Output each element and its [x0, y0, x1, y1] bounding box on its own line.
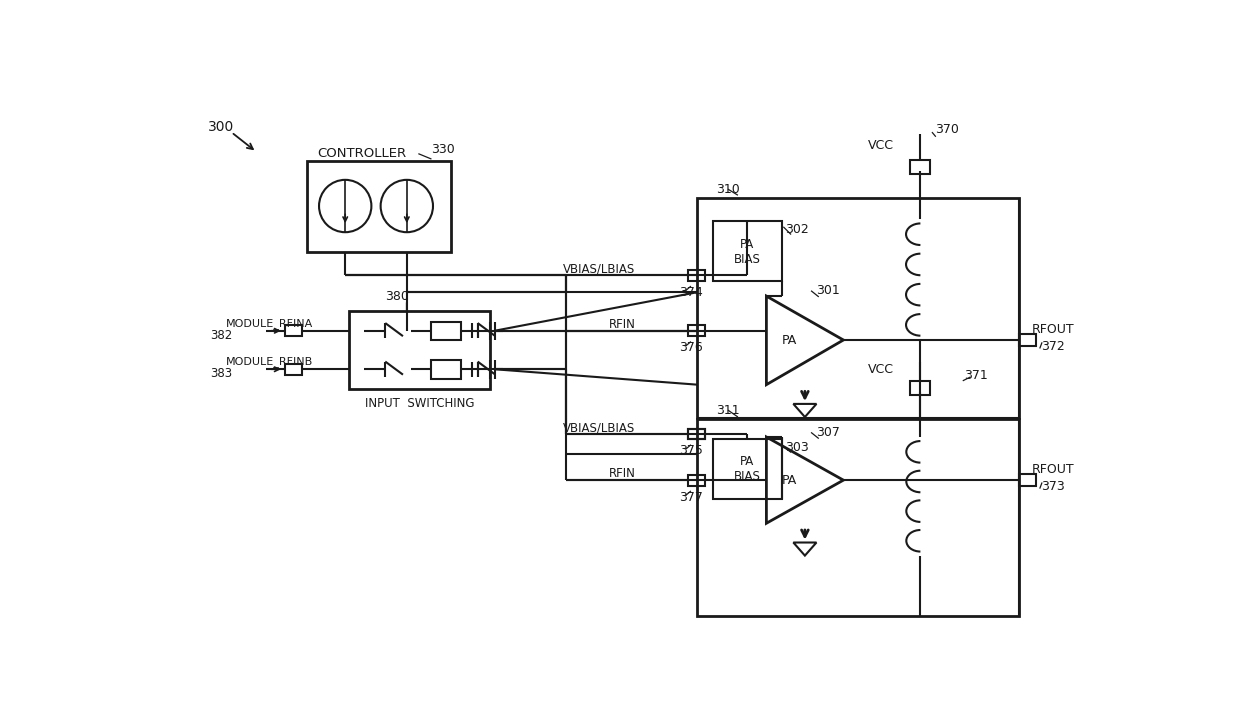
Bar	[350, 311, 490, 389]
Text: RFOUT: RFOUT	[1032, 463, 1075, 476]
Text: PA: PA	[782, 333, 797, 347]
Text: VCC: VCC	[868, 363, 894, 376]
Bar	[910, 160, 930, 174]
Text: VBIAS/LBIAS: VBIAS/LBIAS	[563, 421, 635, 434]
Text: 374: 374	[680, 285, 703, 299]
Text: 311: 311	[715, 404, 740, 418]
Bar	[1019, 334, 1035, 346]
Bar	[306, 162, 451, 252]
Bar	[713, 221, 781, 281]
Bar	[697, 198, 1019, 418]
Text: 383: 383	[211, 368, 233, 380]
Text: RFIN: RFIN	[609, 467, 635, 480]
Text: 373: 373	[1040, 480, 1065, 493]
Text: 300: 300	[208, 120, 234, 134]
Text: RFOUT: RFOUT	[1032, 323, 1075, 336]
Text: PA: PA	[782, 474, 797, 486]
Text: 303: 303	[785, 441, 808, 454]
Bar	[688, 429, 704, 439]
Text: INPUT  SWITCHING: INPUT SWITCHING	[365, 397, 475, 411]
Bar	[688, 325, 704, 336]
Text: 377: 377	[680, 491, 703, 503]
Text: VBIAS/LBIAS: VBIAS/LBIAS	[563, 263, 635, 276]
Text: 372: 372	[1040, 340, 1065, 353]
Bar	[697, 419, 1019, 616]
Text: 302: 302	[785, 223, 808, 236]
Text: 301: 301	[816, 284, 839, 297]
Bar	[285, 325, 303, 336]
Text: VCC: VCC	[868, 139, 894, 153]
Text: MODULE_RFINA: MODULE_RFINA	[226, 318, 314, 328]
Bar	[688, 270, 704, 280]
Bar	[688, 429, 704, 439]
Text: PA
BIAS: PA BIAS	[734, 238, 760, 266]
Bar	[910, 381, 930, 394]
Bar	[285, 364, 303, 375]
Text: 370: 370	[935, 122, 960, 136]
Text: 310: 310	[715, 183, 740, 196]
Text: CONTROLLER: CONTROLLER	[317, 147, 407, 160]
Text: MODULE_RFINB: MODULE_RFINB	[226, 356, 314, 367]
Text: 376: 376	[680, 341, 703, 354]
Bar	[1019, 474, 1035, 486]
Text: 375: 375	[680, 444, 703, 458]
Bar	[688, 475, 704, 486]
Text: RFIN: RFIN	[609, 318, 635, 331]
Text: 307: 307	[816, 426, 839, 439]
Text: 330: 330	[432, 143, 455, 155]
Bar	[432, 360, 461, 378]
Bar	[432, 321, 461, 340]
Text: 380: 380	[384, 290, 409, 304]
Bar	[713, 439, 781, 498]
Text: 382: 382	[211, 329, 233, 342]
Text: PA
BIAS: PA BIAS	[734, 456, 760, 484]
Text: 371: 371	[963, 369, 988, 382]
